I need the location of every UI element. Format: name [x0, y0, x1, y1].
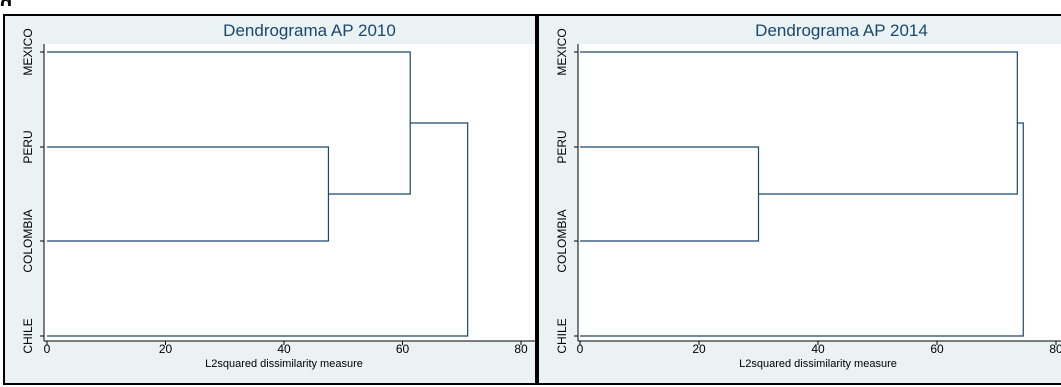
dendrogram-chart-2014: Dendrograma AP 2014 MEXICO PERU COLOMBIA CHI…	[555, 21, 1061, 370]
leaf-label-colombia: COLOMBIA	[21, 209, 35, 272]
chart-title: Dendrograma AP 2014	[755, 21, 928, 40]
leaf-label-peru: PERU	[21, 130, 35, 163]
x-tick-label-0: 0	[577, 342, 584, 356]
plot-area	[44, 44, 535, 341]
x-tick-label-0: 0	[44, 342, 51, 356]
dendrogram-link-3	[580, 122, 1024, 337]
dendrogram-chart-2010: Dendrograma AP 2010 MEXICO PERU COLOMBIA CHI…	[21, 21, 535, 370]
dendrogram-link-3	[47, 122, 469, 337]
plot-area	[578, 44, 1061, 341]
section-heading-fragment: g	[0, 0, 12, 6]
dendrogram-panel-2014: Dendrograma AP 2014 MEXICO PERU COLOMBIA CHI…	[537, 14, 1061, 385]
x-tick-label-40: 40	[811, 342, 825, 356]
x-tick-label-60: 60	[396, 342, 410, 356]
x-tick-label-20: 20	[692, 342, 706, 356]
chart-title: Dendrograma AP 2010	[223, 21, 396, 40]
leaf-label-mexico: MEXICO	[555, 28, 569, 75]
x-axis-label: L2squared dissimilarity measure	[739, 358, 897, 370]
leaf-label-chile: CHILE	[21, 318, 35, 353]
x-tick-label-40: 40	[277, 342, 291, 356]
x-tick-label-20: 20	[159, 342, 173, 356]
x-tick-label-80: 80	[1049, 342, 1061, 356]
dendrogram-panel-2010: Dendrograma AP 2010 MEXICO PERU COLOMBIA CHI…	[3, 14, 537, 385]
leaf-label-chile: CHILE	[555, 318, 569, 353]
x-axis-label: L2squared dissimilarity measure	[205, 358, 363, 370]
leaf-label-colombia: COLOMBIA	[555, 209, 569, 272]
x-tick-label-80: 80	[514, 342, 528, 356]
leaf-label-peru: PERU	[555, 130, 569, 163]
x-tick-label-60: 60	[930, 342, 944, 356]
leaf-label-mexico: MEXICO	[21, 28, 35, 75]
